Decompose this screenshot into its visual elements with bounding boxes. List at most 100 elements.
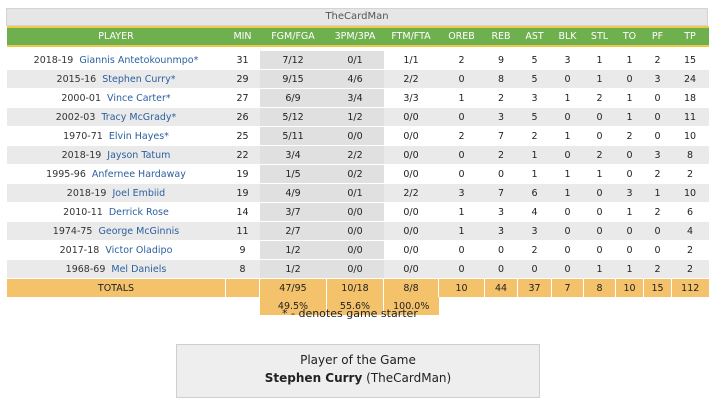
stat-ft: 0/0: [383, 107, 439, 127]
stat-tp: 2: [671, 164, 709, 184]
player-cell: 2017-18 Victor Oladipo: [6, 240, 226, 260]
stat-reb: 7: [484, 183, 518, 203]
stat-ft: 0/0: [383, 164, 439, 184]
stat-blk: 0: [551, 202, 584, 222]
stat-fg: 4/9: [259, 183, 327, 203]
stat-3p: 1/2: [326, 107, 384, 127]
stat-min: 27: [225, 88, 260, 108]
player-name-link[interactable]: Elvin Hayes*: [108, 130, 169, 142]
col-reb: REB: [484, 26, 518, 47]
player-name-link[interactable]: Tracy McGrady*: [101, 111, 177, 123]
stat-fg: 5/11: [259, 126, 327, 146]
stat-blk: 1: [551, 183, 584, 203]
player-cell: 1968-69 Mel Daniels: [6, 259, 226, 279]
potg-name[interactable]: Stephen Curry: [264, 371, 363, 385]
player-season: 1970-71: [63, 130, 103, 142]
stat-reb: 9: [484, 51, 518, 70]
player-row: 2018-19 Giannis Antetokounmpo* 31 7/12 0/1 1/…: [6, 51, 709, 70]
stat-ft: 0/0: [383, 202, 439, 222]
stat-oreb: 0: [438, 259, 485, 279]
col-ast: AST: [517, 26, 552, 47]
stat-3p: 0/0: [326, 202, 384, 222]
stat-stl: 1: [583, 69, 616, 89]
col-stl: STL: [583, 26, 616, 47]
stat-reb: 3: [484, 202, 518, 222]
totals-ft: 8/8: [383, 278, 439, 297]
stat-reb: 3: [484, 107, 518, 127]
player-name-link[interactable]: Vince Carter*: [107, 92, 171, 104]
stat-ast: 5: [517, 69, 552, 89]
stat-ft: 0/0: [383, 240, 439, 260]
totals-oreb: 10: [438, 278, 485, 297]
player-name-link[interactable]: Giannis Antetokounmpo*: [79, 54, 199, 66]
stat-3p: 0/0: [326, 259, 384, 279]
player-cell: 1974-75 George McGinnis: [6, 221, 226, 241]
stat-oreb: 2: [438, 126, 485, 146]
player-name-link[interactable]: George McGinnis: [98, 225, 180, 237]
stat-oreb: 2: [438, 51, 485, 70]
stat-to: 2: [615, 126, 644, 146]
stat-pf: 1: [643, 183, 672, 203]
player-name-link[interactable]: Stephen Curry*: [102, 73, 176, 85]
player-season: 1968-69: [65, 263, 106, 275]
stat-fg: 2/7: [259, 221, 327, 241]
stat-ft: 0/0: [383, 145, 439, 165]
player-name-link[interactable]: Anfernee Hardaway: [91, 168, 186, 180]
stat-ast: 4: [517, 202, 552, 222]
stat-oreb: 1: [438, 202, 485, 222]
col-3pm-3pa: 3PM/3PA: [326, 26, 384, 47]
stat-pf: 0: [643, 88, 672, 108]
player-of-the-game: Player of the Game Stephen Curry (TheCar…: [176, 344, 540, 398]
team-title: TheCardMan: [6, 8, 708, 26]
player-name-link[interactable]: Jayson Tatum: [107, 149, 171, 161]
player-name-link[interactable]: Joel Embiid: [112, 187, 166, 199]
player-name-link[interactable]: Victor Oladipo: [105, 244, 173, 256]
stat-blk: 1: [551, 164, 584, 184]
player-name-link[interactable]: Mel Daniels: [111, 263, 167, 275]
stat-to: 1: [615, 259, 644, 279]
stat-ast: 6: [517, 183, 552, 203]
stat-fg: 1/2: [259, 259, 327, 279]
stat-stl: 0: [583, 107, 616, 127]
player-name-link[interactable]: Derrick Rose: [108, 206, 169, 218]
stat-3p: 0/0: [326, 126, 384, 146]
totals-tp: 112: [671, 278, 709, 297]
totals-ast: 37: [517, 278, 552, 297]
stat-ast: 2: [517, 240, 552, 260]
stat-pf: 2: [643, 51, 672, 70]
stat-min: 19: [225, 183, 260, 203]
stat-pf: 2: [643, 202, 672, 222]
stat-min: 22: [225, 145, 260, 165]
stat-tp: 8: [671, 145, 709, 165]
stat-fg: 1/5: [259, 164, 327, 184]
player-season: 2015-16: [56, 73, 97, 85]
stat-ft: 0/0: [383, 126, 439, 146]
stat-stl: 2: [583, 88, 616, 108]
stat-min: 19: [225, 164, 260, 184]
stat-oreb: 0: [438, 107, 485, 127]
stat-min: 9: [225, 240, 260, 260]
totals-blk: 7: [551, 278, 584, 297]
player-cell: 2010-11 Derrick Rose: [6, 202, 226, 222]
stat-fg: 3/4: [259, 145, 327, 165]
col-fgm-fga: FGM/FGA: [259, 26, 327, 47]
stat-blk: 0: [551, 107, 584, 127]
stat-oreb: 1: [438, 221, 485, 241]
stat-pf: 3: [643, 145, 672, 165]
stat-reb: 2: [484, 88, 518, 108]
stat-reb: 0: [484, 259, 518, 279]
col-min: MIN: [225, 26, 260, 47]
stat-blk: 0: [551, 221, 584, 241]
player-row: 2015-16 Stephen Curry* 29 9/15 4/6 2/2 0 8 5 0 1 0 3…: [6, 69, 709, 89]
stat-reb: 3: [484, 221, 518, 241]
percentages-row: 49.5% 55.6% 100.0%: [6, 297, 709, 315]
player-row: 2018-19 Joel Embiid 19 4/9 0/1 2/2 3 7 6 1 0 3 1 10: [6, 183, 709, 203]
stat-to: 0: [615, 145, 644, 165]
player-cell: 2015-16 Stephen Curry*: [6, 69, 226, 89]
player-row: 1968-69 Mel Daniels 8 1/2 0/0 0/0 0 0 0 0 1 1 2 2: [6, 259, 709, 279]
col-pf: PF: [643, 26, 672, 47]
player-season: 2002-03: [55, 111, 96, 123]
player-row: 2010-11 Derrick Rose 14 3/7 0/0 0/0 1 3 4 0 0 1 2 6: [6, 202, 709, 222]
stat-stl: 0: [583, 126, 616, 146]
stat-tp: 10: [671, 183, 709, 203]
